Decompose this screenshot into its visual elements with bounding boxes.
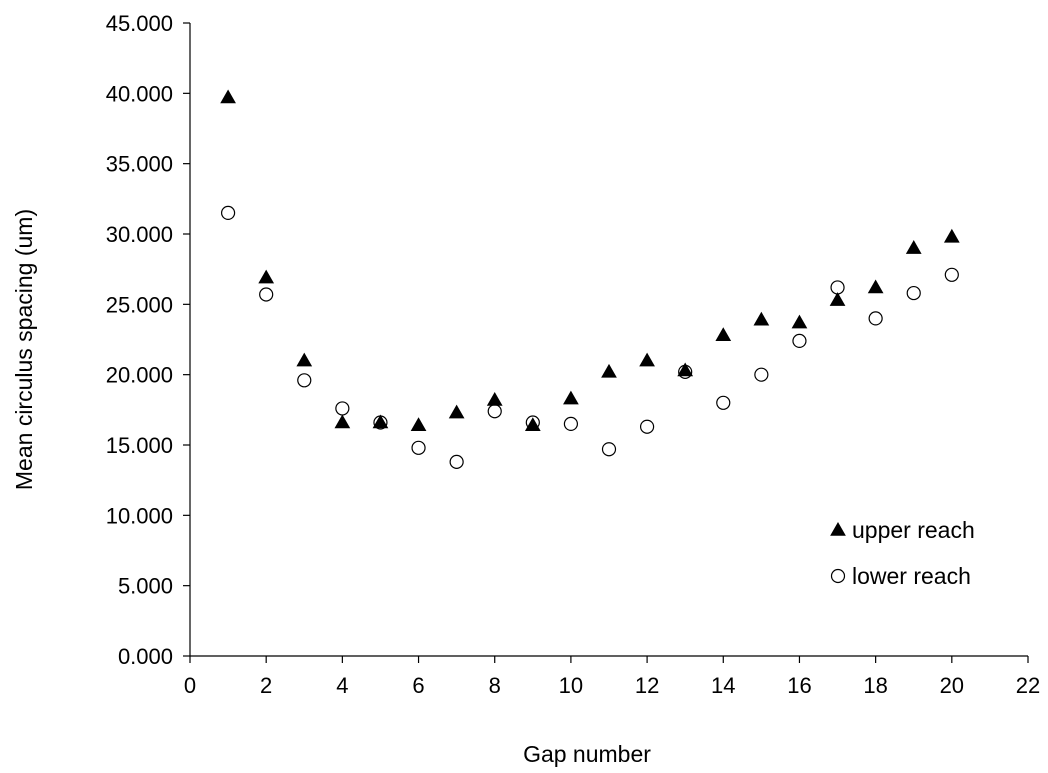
data-point-triangle [753,311,770,326]
data-point-triangle [715,327,732,342]
data-point-circle [906,285,921,301]
data-point-triangle [867,279,884,294]
legend-label: upper reach [852,517,975,543]
data-point-triangle [448,404,465,419]
y-tick-label: 0.000 [118,644,173,669]
x-tick-label: 16 [787,673,811,698]
data-point-triangle [791,314,808,329]
y-tick-label: 30.000 [106,222,173,247]
data-point-circle [639,419,655,434]
data-points [220,89,960,469]
data-point-circle [716,395,731,410]
x-tick-label: 0 [184,673,196,698]
data-point-circle [335,401,350,416]
legend: upper reach lower reach [830,517,975,589]
y-tick-label: 40.000 [106,81,173,106]
y-tick-label: 35.000 [106,152,173,177]
data-point-circle [373,415,388,430]
data-point-circle [297,373,312,388]
data-point-circle [411,440,426,455]
axes [189,23,1028,657]
data-point-triangle [220,89,236,104]
x-tick-label: 18 [863,673,887,698]
data-point-triangle [258,269,275,284]
data-point-circle [449,454,464,469]
data-point-triangle [829,292,846,306]
x-tick-label: 10 [559,673,583,698]
y-tick-label: 15.000 [106,433,173,458]
x-tick-label: 22 [1016,673,1040,698]
data-point-circle [563,416,579,431]
x-tick-label: 4 [336,673,348,698]
x-tick-label: 8 [489,673,501,698]
data-point-circle [601,442,617,457]
data-point-circle [868,311,883,326]
data-point-triangle [677,362,694,377]
y-tick-label: 20.000 [106,363,173,388]
x-tick-label: 2 [260,673,272,698]
data-point-circle [525,415,540,430]
data-point-triangle [410,417,427,432]
x-tick-label: 6 [412,673,424,698]
y-tick-label: 5.000 [118,574,173,599]
data-point-triangle [486,391,503,406]
legend-label: lower reach [852,563,971,589]
ticks: 0.000 5.000 10.000 15.000 20.000 25.000 30.000… [106,11,1041,698]
y-tick-label: 25.000 [106,292,173,317]
data-point-triangle [334,414,351,429]
y-axis-label: Mean circulus spacing (um) [11,209,37,490]
data-point-triangle [639,352,655,367]
data-point-circle [830,280,845,295]
legend-marker-triangle [830,521,846,536]
data-point-circle [678,364,693,379]
data-point-circle [259,287,274,302]
data-point-circle [220,205,236,220]
series-upper-reach [220,89,960,432]
x-axis-label: Gap number [523,741,651,767]
data-point-triangle [563,390,579,405]
x-tick-label: 12 [635,673,659,698]
data-point-triangle [601,363,617,378]
data-point-triangle [372,414,389,429]
series-lower-reach [220,205,959,469]
y-tick-label: 45.000 [106,11,173,36]
data-point-triangle [905,240,922,254]
data-point-circle [944,267,959,282]
x-tick-label: 20 [940,673,964,698]
data-point-circle [487,404,502,419]
data-point-triangle [943,228,960,243]
legend-marker-circle [830,568,846,584]
x-tick-label: 14 [711,673,735,698]
data-point-circle [754,367,769,382]
y-tick-label: 10.000 [106,503,173,528]
data-point-circle [792,333,807,349]
data-point-triangle [296,352,313,367]
